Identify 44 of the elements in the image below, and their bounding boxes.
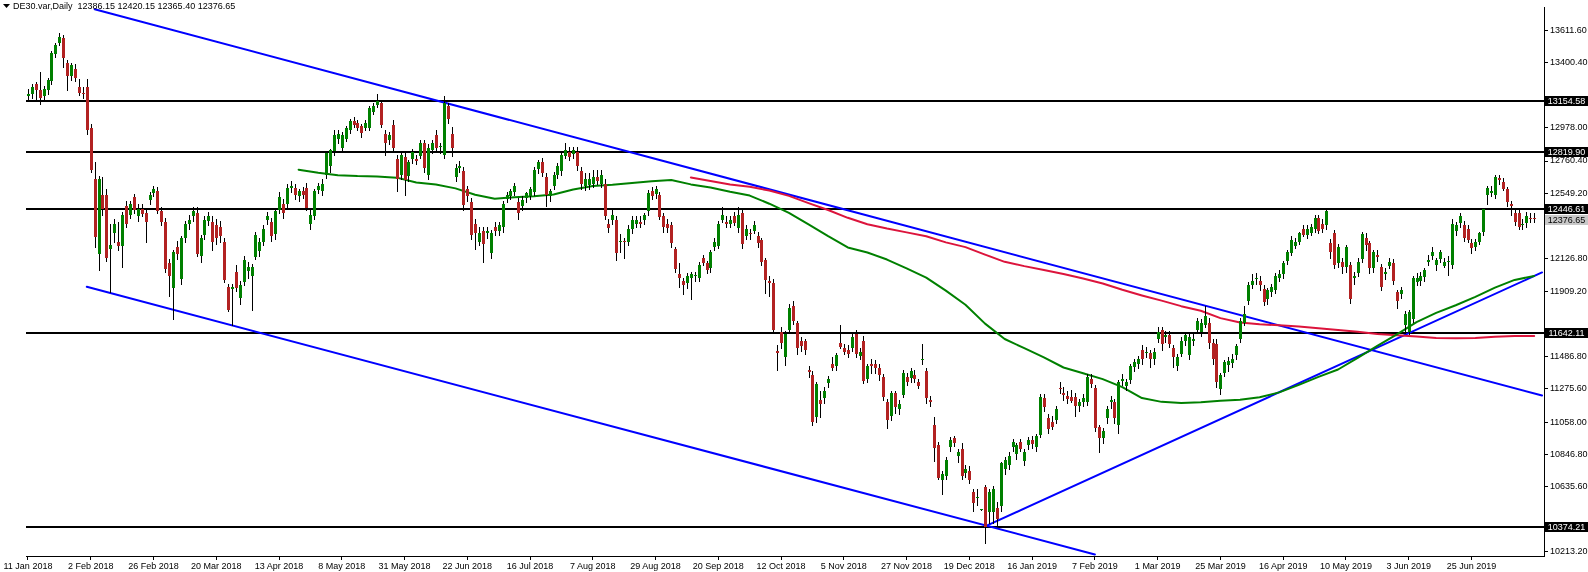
x-tick-label: 8 May 2018 <box>318 560 366 571</box>
x-tick-label: 16 Jul 2018 <box>506 560 554 571</box>
y-tick-label: 11909.20 <box>1550 286 1587 297</box>
x-tick-label: 27 Nov 2018 <box>881 560 933 571</box>
y-tick-label: 12549.20 <box>1550 187 1588 198</box>
x-tick-label: 20 Sep 2018 <box>692 560 744 571</box>
x-tick-label: 3 Jun 2019 <box>1386 560 1431 571</box>
y-tick-label: 11275.60 <box>1550 383 1587 394</box>
y-tick-label: 13400.40 <box>1550 57 1588 68</box>
ref-line-label: 10374.21 <box>1547 521 1586 532</box>
y-tick-label: 13611.60 <box>1550 24 1587 35</box>
y-tick-label: 10635.60 <box>1550 481 1588 492</box>
y-tick-label: 11058.00 <box>1550 416 1587 427</box>
x-tick-label: 5 Nov 2018 <box>820 560 867 571</box>
y-tick-label: 12126.80 <box>1550 252 1588 263</box>
x-tick-label: 19 Dec 2018 <box>943 560 995 571</box>
y-tick-label: 10846.80 <box>1550 448 1588 459</box>
text: 12376.65 <box>1547 214 1586 225</box>
x-tick-label: 20 Mar 2018 <box>190 560 242 571</box>
y-tick-label: 12978.00 <box>1550 122 1588 133</box>
chart-title: DE30.var,Daily 12386.15 12420.15 12365.40 12376.65 <box>13 1 236 12</box>
y-tick-label: 12760.40 <box>1550 155 1588 166</box>
x-tick-label: 25 Mar 2019 <box>1195 560 1246 571</box>
x-tick-label: 7 Feb 2019 <box>1072 560 1118 571</box>
x-tick-label: 10 May 2019 <box>1319 560 1372 571</box>
y-tick-label: 11486.80 <box>1550 350 1587 361</box>
x-tick-label: 25 Jun 2019 <box>1446 560 1497 571</box>
x-tick-label: 31 May 2018 <box>378 560 431 571</box>
x-tick-label: 7 Aug 2018 <box>570 560 616 571</box>
x-tick-label: 29 Aug 2018 <box>630 560 681 571</box>
x-tick-label: 16 Apr 2019 <box>1258 560 1308 571</box>
x-tick-label: 16 Jan 2019 <box>1007 560 1057 571</box>
ref-line-label: 12446.61 <box>1547 203 1586 214</box>
ref-line-label: 11642.11 <box>1548 327 1585 338</box>
ref-line-label: 12819.90 <box>1547 146 1586 157</box>
y-tick-label: 10213.20 <box>1550 546 1588 557</box>
x-tick-label: 22 Jun 2018 <box>442 560 493 571</box>
x-tick-label: 11 Jan 2018 <box>3 560 53 571</box>
x-tick-label: 12 Oct 2018 <box>756 560 806 571</box>
x-tick-label: 26 Feb 2018 <box>128 560 179 571</box>
x-tick-label: 2 Feb 2018 <box>67 560 114 571</box>
x-tick-label: 1 Mar 2019 <box>1134 560 1181 571</box>
ref-line-label: 13154.58 <box>1547 95 1586 106</box>
x-tick-label: 13 Apr 2018 <box>254 560 304 571</box>
